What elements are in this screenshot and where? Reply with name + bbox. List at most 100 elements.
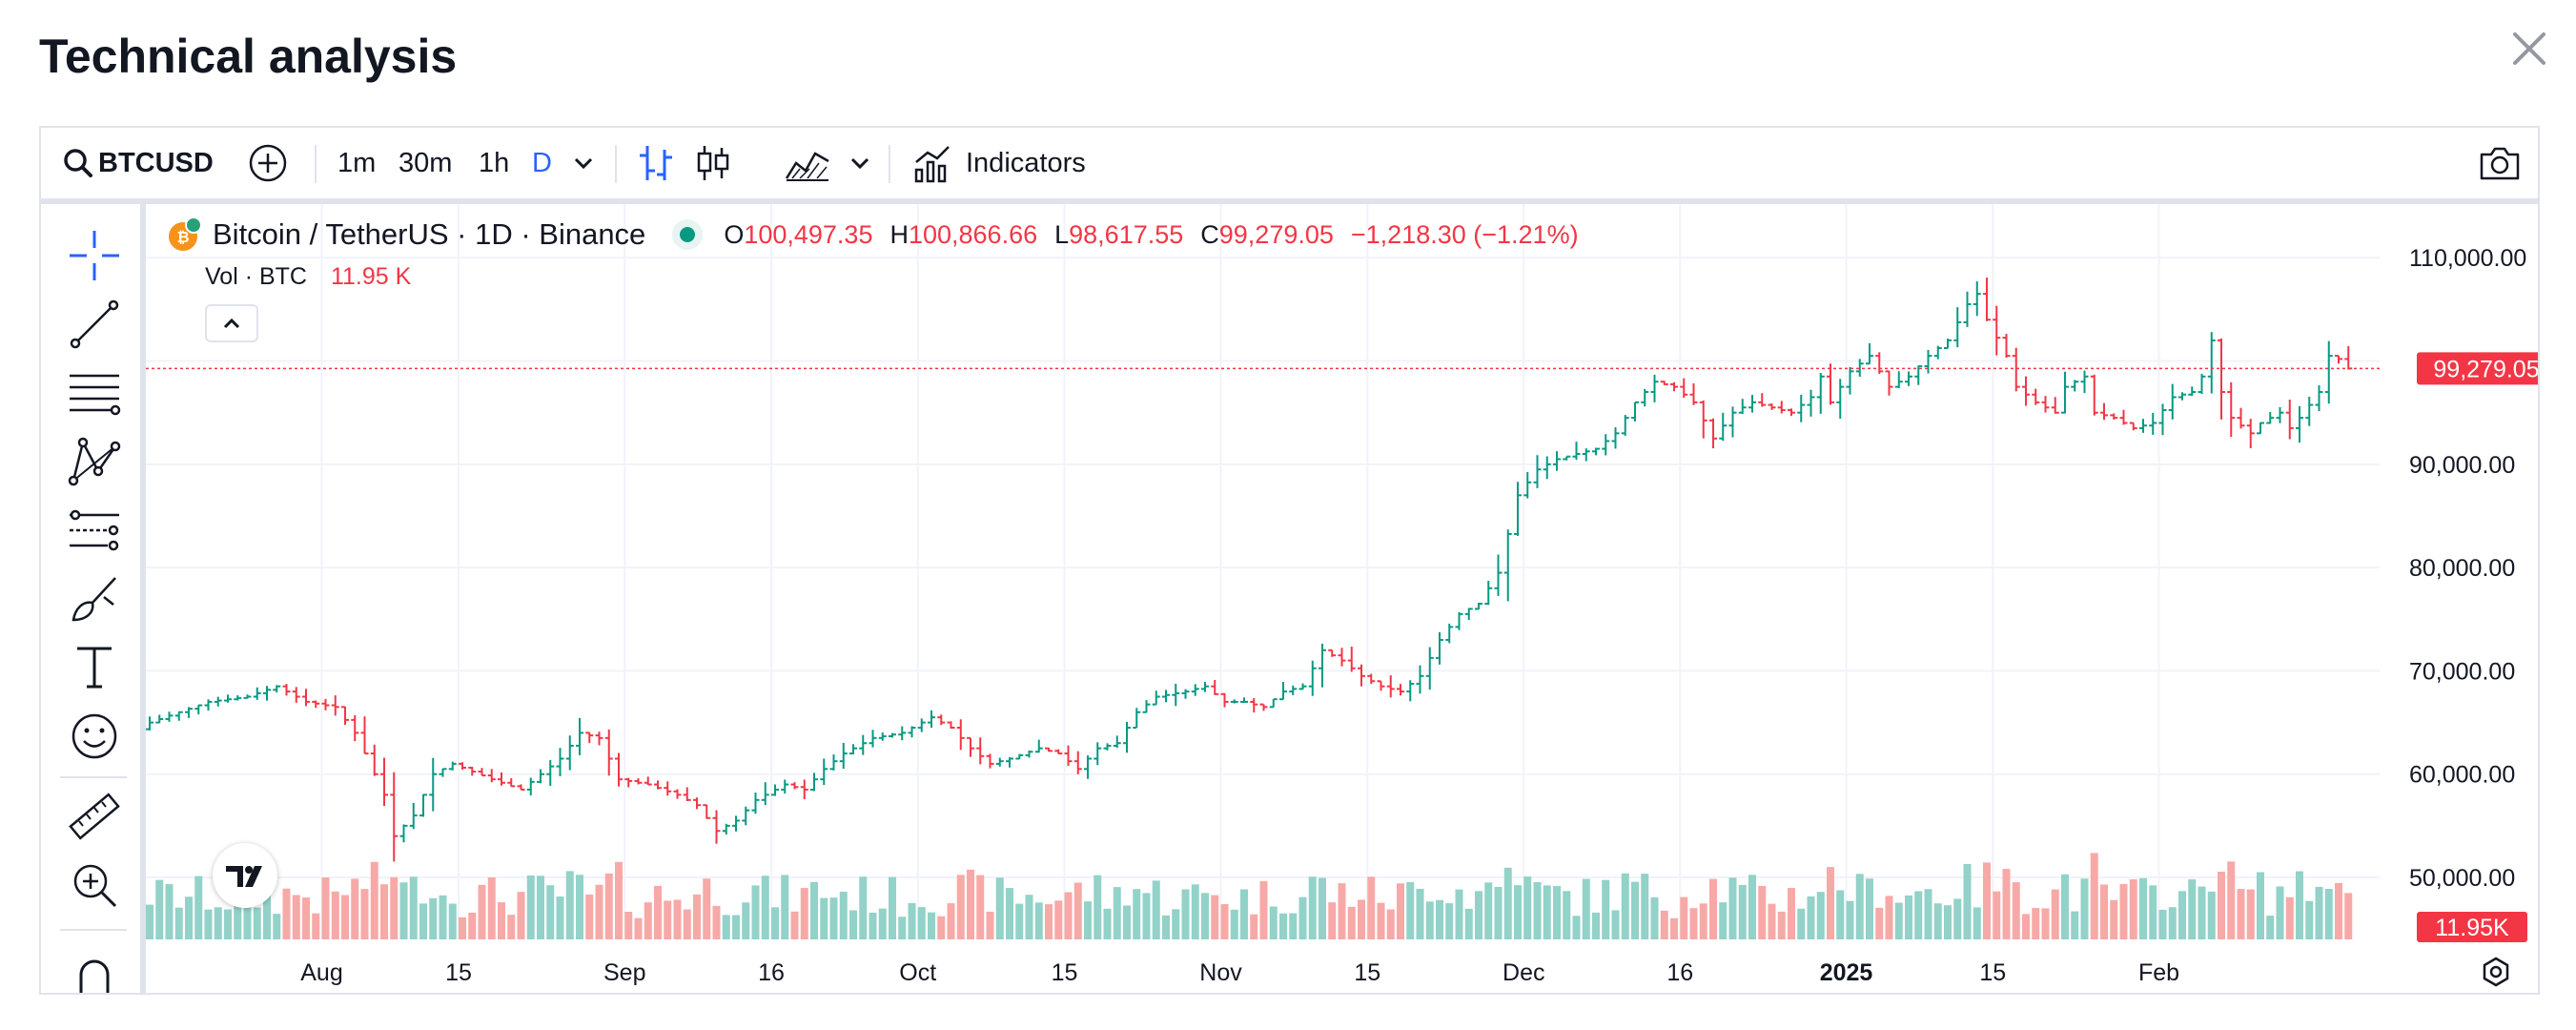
volume-bar — [1807, 896, 1815, 939]
candle — [1494, 554, 1503, 596]
snapshot-button[interactable] — [2478, 128, 2522, 198]
volume-bar — [576, 875, 583, 939]
chart-type-dropdown[interactable] — [846, 128, 874, 198]
time-tick-label: Aug — [300, 959, 342, 986]
volume-bar — [341, 895, 349, 939]
collapse-legend-button[interactable] — [205, 304, 258, 342]
volume-bar — [800, 888, 808, 939]
bars-chart-type-button[interactable] — [636, 128, 676, 198]
emoji-icon[interactable] — [66, 708, 123, 765]
crosshair-icon[interactable] — [66, 227, 123, 284]
volume-bar — [1933, 903, 1942, 939]
pattern-icon[interactable] — [66, 433, 123, 490]
volume-bar — [1631, 881, 1639, 939]
candle — [859, 734, 868, 755]
volume-bar — [351, 878, 359, 939]
volume-bar — [1240, 889, 1248, 939]
volume-bar — [1494, 886, 1503, 939]
candle — [478, 768, 486, 777]
candle — [1963, 291, 1972, 327]
ruler-icon[interactable] — [66, 788, 123, 845]
volume-bar — [1436, 899, 1443, 939]
candle — [2198, 373, 2206, 395]
candle — [654, 780, 662, 790]
settings-gear-icon[interactable] — [2483, 957, 2509, 987]
candle — [908, 726, 916, 738]
brush-icon[interactable] — [66, 570, 123, 628]
volume-bar — [448, 903, 457, 939]
candles-chart-type-button[interactable] — [693, 128, 733, 198]
volume-bar — [1015, 903, 1024, 939]
close-icon[interactable] — [2509, 29, 2549, 69]
volume-bar — [986, 911, 994, 939]
candle — [302, 689, 310, 707]
candle — [781, 779, 789, 794]
interval-30m[interactable]: 30m — [399, 128, 452, 198]
candle — [1172, 683, 1180, 707]
area-chart-type-button[interactable] — [785, 128, 830, 198]
candle — [1358, 664, 1365, 687]
candle — [1670, 381, 1678, 392]
volume-bar — [790, 911, 799, 939]
interval-1h[interactable]: 1h — [479, 128, 509, 198]
volume-bar — [1142, 893, 1151, 939]
candle — [928, 710, 935, 729]
tradingview-logo[interactable] — [213, 843, 277, 908]
candle — [2296, 405, 2303, 443]
price-tick-label: 90,000.00 — [2409, 452, 2515, 479]
candle — [1073, 751, 1082, 774]
price-chart[interactable]: 110,000.00 90,000.00 80,000.00 70,000.00 60,… — [146, 204, 2540, 995]
symbol-search-button[interactable]: BTCUSD — [62, 128, 214, 198]
volume-bar — [2032, 908, 2040, 939]
volume-bar — [1475, 891, 1482, 939]
volume-bar — [2100, 884, 2108, 939]
candle — [2110, 413, 2118, 421]
text-icon[interactable] — [66, 639, 123, 696]
candle — [995, 757, 1004, 767]
chart-pane[interactable]: 110,000.00 90,000.00 80,000.00 70,000.00 60,… — [146, 204, 2540, 995]
interval-1m-label: 1m — [337, 147, 377, 178]
symbol-title[interactable]: Bitcoin / TetherUS · 1D · Binance — [213, 217, 646, 251]
tradingview-logo-icon — [226, 866, 262, 887]
candle — [889, 732, 896, 738]
volume-bar — [556, 896, 564, 939]
volume-bar — [1914, 891, 1923, 939]
volume-bar — [2110, 899, 2118, 939]
forecast-icon[interactable] — [66, 502, 123, 559]
volume-bar — [2061, 874, 2069, 939]
candle — [1758, 393, 1767, 407]
indicators-button[interactable]: Indicators — [912, 128, 1086, 198]
fib-retracement-icon[interactable] — [66, 364, 123, 422]
area-chart-icon — [785, 152, 829, 181]
candle — [1680, 378, 1688, 399]
candle — [1738, 399, 1747, 414]
candle — [155, 714, 164, 724]
candle — [1436, 631, 1443, 665]
candle — [2315, 385, 2323, 412]
candle — [537, 769, 544, 784]
volume-bar — [146, 904, 153, 939]
compare-button[interactable] — [247, 128, 289, 198]
candle — [1386, 675, 1395, 698]
volume-bar — [878, 908, 887, 939]
candle — [1602, 434, 1610, 456]
magnet-icon[interactable] — [66, 948, 123, 995]
interval-dropdown[interactable] — [569, 128, 598, 198]
candle — [1699, 400, 1707, 439]
candle — [360, 716, 369, 755]
candle — [1728, 406, 1737, 438]
interval-d[interactable]: D — [532, 128, 552, 198]
candle — [1846, 366, 1854, 395]
trend-line-icon[interactable] — [66, 296, 123, 353]
candle — [2335, 355, 2342, 364]
candle — [1748, 395, 1756, 413]
candle — [234, 695, 242, 701]
zoom-in-icon[interactable] — [66, 856, 123, 914]
interval-1h-label: 1h — [479, 147, 510, 178]
candle — [517, 784, 525, 791]
candle — [1484, 580, 1493, 606]
candle — [693, 797, 701, 810]
volume-bar — [976, 875, 985, 939]
interval-1m[interactable]: 1m — [337, 128, 376, 198]
volume-bar — [1572, 916, 1581, 939]
